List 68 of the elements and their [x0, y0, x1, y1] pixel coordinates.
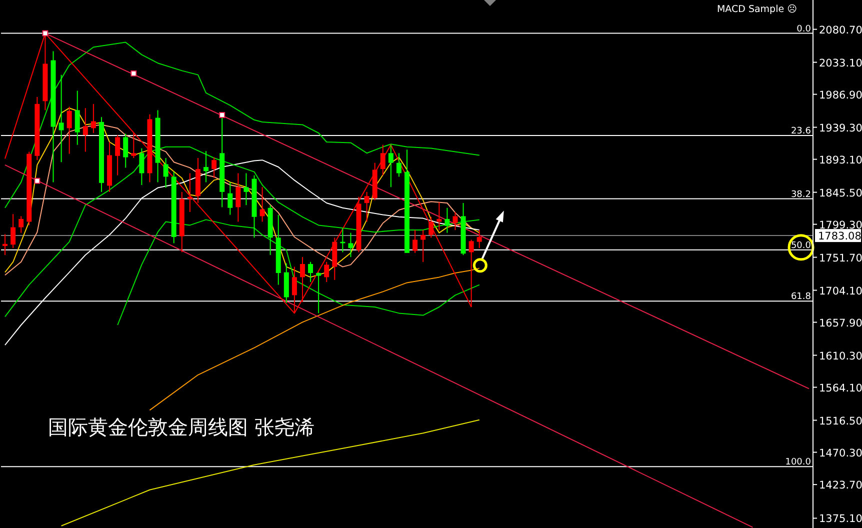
y-tick-label: 1516.50 — [819, 415, 862, 428]
candlestick — [412, 230, 418, 254]
candlestick — [428, 216, 434, 238]
y-tick-label: 1375.10 — [819, 513, 862, 526]
candlestick — [244, 172, 249, 206]
y-tick-label: 1564.10 — [819, 382, 862, 394]
annotation: 61.8 — [790, 292, 812, 302]
y-tick-label: 1751.70 — [819, 252, 862, 264]
candlestick — [388, 144, 394, 188]
candlestick — [58, 74, 64, 163]
point — [34, 178, 40, 184]
candlestick — [452, 212, 458, 231]
candlestick — [74, 90, 80, 146]
point — [130, 70, 137, 76]
y-tick-label: 1893.10 — [819, 154, 862, 166]
text: 国际黄金伦敦金周线图 张尧浠 — [48, 415, 314, 439]
candlestick — [204, 150, 209, 183]
point — [42, 30, 48, 36]
y-tick-label: 1986.90 — [819, 89, 862, 102]
y-tick-label: 1799.30 — [819, 219, 862, 232]
annotation: 0.0 — [796, 24, 812, 34]
y-tick-label: 1657.90 — [819, 317, 862, 330]
candlestick — [364, 191, 370, 222]
annotation: 100.0 — [785, 458, 812, 468]
candlestick — [236, 172, 241, 222]
candlestick — [444, 207, 450, 234]
candlestick — [90, 103, 96, 134]
ref-line-label: 1783.08 — [818, 230, 862, 243]
y-tick-label: 1610.30 — [819, 350, 862, 362]
candlestick — [66, 106, 72, 154]
candlestick — [123, 133, 128, 168]
line-series — [4, 42, 480, 208]
y-tick-label: 1845.50 — [819, 187, 862, 200]
annotation: 38.2 — [790, 190, 811, 200]
point — [219, 112, 226, 118]
candlestick — [260, 186, 265, 222]
candlestick — [348, 232, 354, 258]
candlestick — [10, 214, 16, 249]
candlestick — [139, 148, 144, 186]
candlestick — [2, 234, 8, 256]
y-tick-label: 1470.30 — [819, 447, 862, 460]
candlestick — [436, 202, 442, 231]
candlestick — [380, 144, 386, 176]
candlestick — [300, 256, 305, 303]
annotation: MACD Sample ☹ — [716, 4, 798, 15]
line-series — [4, 146, 480, 318]
candlestick — [476, 230, 482, 249]
annotation: 23.6 — [790, 126, 812, 137]
candlestick — [316, 272, 322, 314]
candlestick — [228, 182, 233, 216]
line-series — [117, 219, 480, 326]
y-tick-label: 1939.30 — [819, 122, 862, 134]
candlestick — [308, 261, 314, 283]
candlestick — [18, 216, 24, 234]
candlestick — [187, 172, 192, 213]
candlestick — [420, 230, 426, 262]
candlestick — [163, 157, 168, 188]
candlestick — [115, 134, 120, 176]
y-tick-label: 2080.70 — [819, 24, 862, 36]
candlestick — [396, 152, 402, 178]
annotation: 50.0 — [790, 240, 812, 251]
y-tick-label: 1704.10 — [819, 285, 862, 298]
y-tick-label: 2033.10 — [819, 57, 862, 70]
candlestick — [82, 108, 88, 152]
y-tick-label: 1423.70 — [819, 480, 862, 492]
candlestick — [212, 156, 217, 179]
candlestick — [324, 261, 330, 283]
candlestick — [131, 132, 136, 158]
